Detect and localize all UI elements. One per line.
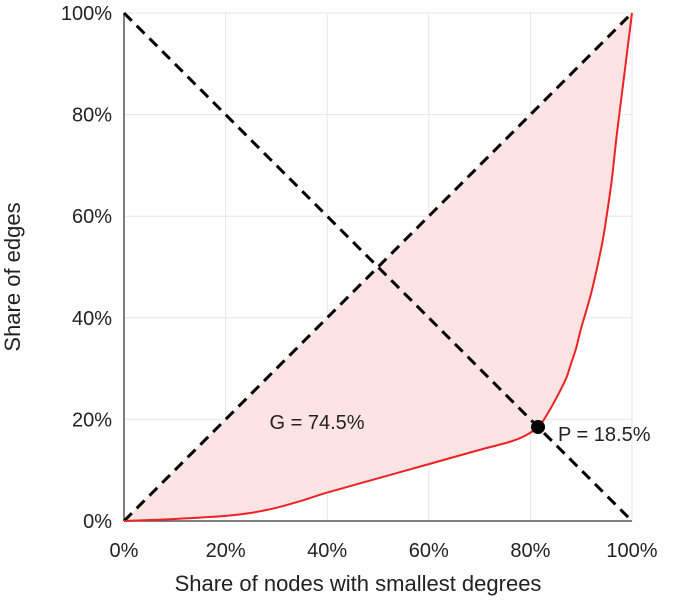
y-tick-labels: 0% 20% 40% 60% 80% 100% [61,3,112,533]
y-tick-label: 0% [83,511,112,533]
y-tick-label: 100% [61,3,112,25]
y-axis-title: Share of edges [0,202,25,351]
x-tick-label: 20% [206,540,246,562]
p-point-marker [531,420,546,435]
anti-diagonal-line [122,11,634,523]
lorenz-curve-line [123,12,633,522]
g-annotation-label: G = 74.5% [270,412,365,434]
x-tick-label: 0% [110,540,139,562]
reference-lines [122,11,634,523]
axes [123,13,632,522]
x-tick-label: 100% [606,540,657,562]
x-tick-label: 60% [409,540,449,562]
y-tick-label: 60% [72,206,112,228]
x-tick-labels: 0% 20% 40% 60% 80% 100% [110,540,658,562]
x-tick-label: 40% [307,540,347,562]
y-tick-label: 20% [72,409,112,431]
x-axis-title: Share of nodes with smallest degrees [175,571,542,596]
equality-line [122,11,634,523]
x-tick-label: 80% [510,540,550,562]
annotations: G = 74.5% P = 18.5% [270,412,651,446]
p-annotation-label: P = 18.5% [558,424,651,446]
y-tick-label: 40% [72,308,112,330]
y-tick-label: 80% [72,105,112,127]
area-between-equality-and-curve [124,13,632,521]
